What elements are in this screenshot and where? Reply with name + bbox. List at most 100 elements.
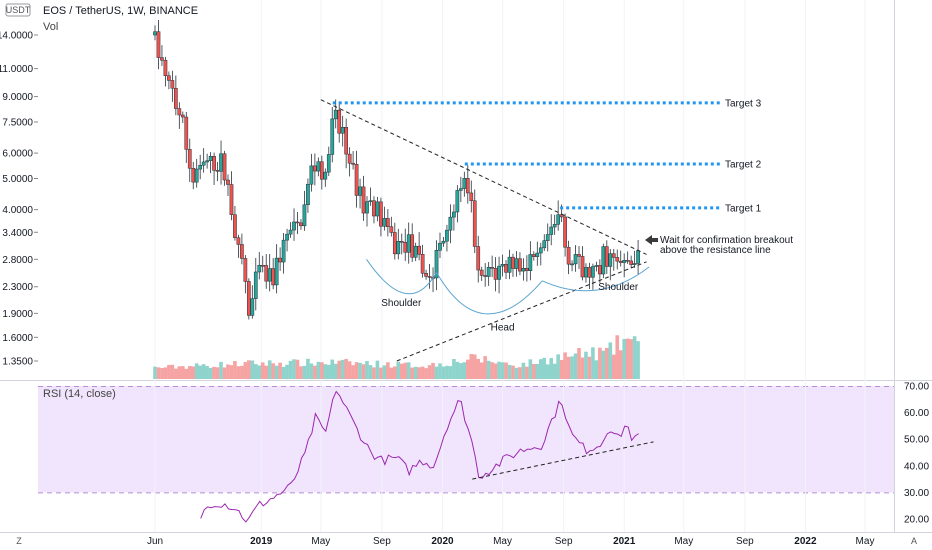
volume-bar: [302, 365, 307, 379]
volume-bar: [601, 350, 606, 379]
volume-bar: [354, 362, 359, 379]
volume-bar: [167, 364, 171, 379]
candle: [184, 111, 189, 163]
bottom-right-button[interactable]: A: [911, 536, 917, 546]
volume-bar: [559, 359, 564, 379]
volume-bar: [181, 366, 185, 379]
candle: [535, 241, 540, 266]
annotations: Target 3 Target 2 Target 1 Shoulder Head Shou…: [381, 98, 793, 333]
volume-bar: [243, 362, 248, 379]
candle: [392, 222, 397, 260]
candle: [156, 19, 161, 70]
rsi-trendline: [472, 441, 654, 480]
rsi-tick-label: 20.00: [904, 515, 929, 526]
candle: [577, 246, 581, 269]
price-tick-label: 4.0000: [2, 205, 33, 216]
volume-bar: [382, 365, 387, 379]
volume-bar: [309, 363, 314, 379]
volume-bar: [431, 362, 435, 379]
volume-bar: [340, 359, 345, 379]
candle: [615, 249, 620, 270]
candle: [267, 254, 272, 292]
candle: [347, 147, 352, 177]
candle: [521, 258, 526, 281]
rsi-tick-label: 30.00: [904, 488, 929, 499]
volume-bar: [358, 362, 362, 379]
candle: [406, 222, 411, 264]
pattern-curve: [366, 259, 437, 295]
volume-bar: [504, 362, 508, 379]
volume-bar: [514, 367, 519, 379]
rsi-tick-label: 50.00: [904, 435, 929, 446]
candle: [306, 178, 310, 213]
volume-bar: [253, 364, 258, 379]
candle: [194, 158, 199, 188]
candle: [518, 252, 522, 276]
volume-bar: [247, 360, 251, 379]
candle: [236, 234, 241, 258]
volume-bar: [160, 368, 164, 379]
candle: [483, 263, 488, 287]
volume-bar: [452, 358, 456, 379]
candle: [531, 251, 536, 261]
volume-bar: [598, 347, 602, 379]
bottom-left-button[interactable]: Z: [16, 536, 22, 546]
candle: [591, 263, 595, 290]
volume-bar: [313, 365, 317, 379]
candle: [417, 232, 421, 261]
volume-bar: [469, 353, 474, 379]
volume-bar: [476, 358, 481, 379]
volume-bar: [333, 363, 338, 379]
volume-bar: [632, 336, 637, 379]
candle: [552, 214, 557, 235]
candle: [493, 257, 498, 292]
candlesticks: [153, 19, 640, 320]
candle: [344, 118, 349, 169]
candle: [455, 185, 460, 223]
volume-bars: [153, 335, 640, 379]
time-tick-label: 2019: [250, 536, 273, 547]
candle: [365, 196, 369, 227]
volume-bar: [594, 360, 599, 379]
candle: [584, 263, 588, 283]
time-tick-label: May: [311, 536, 330, 547]
candle: [285, 228, 289, 252]
price-tick-label: 9.0000: [2, 92, 33, 103]
volume-bar: [472, 354, 477, 379]
candle: [264, 254, 269, 289]
volume-bar: [584, 351, 588, 379]
volume-bar: [361, 364, 366, 379]
candle: [486, 262, 491, 286]
candle: [215, 162, 220, 182]
candle: [309, 153, 314, 192]
price-tick-label: 1.6000: [2, 333, 33, 344]
candle: [226, 174, 230, 197]
candle: [472, 189, 477, 254]
candle: [243, 255, 248, 294]
candle: [323, 168, 328, 187]
volume-bar: [448, 366, 453, 379]
candle: [476, 235, 481, 283]
candle: [170, 70, 175, 102]
callout-text: Wait for confirmation breakout: [660, 235, 793, 246]
volume-bar: [257, 365, 262, 379]
candle: [563, 213, 567, 257]
currency-badge-box[interactable]: [5, 3, 31, 17]
rsi-series: [200, 390, 654, 523]
volume-bar: [518, 367, 522, 379]
volume-bar: [521, 362, 526, 379]
volume-bar: [229, 365, 234, 379]
volume-bar: [365, 361, 369, 379]
time-tick-label: May: [856, 536, 875, 547]
rsi-tick-label: 70.00: [904, 382, 929, 393]
candle: [379, 197, 383, 237]
volume-bar: [486, 360, 491, 379]
volume-bar: [233, 361, 237, 379]
time-tick-label: Sep: [555, 536, 573, 547]
volume-bar: [507, 364, 512, 379]
currency-badge[interactable]: USDT: [6, 5, 31, 15]
volume-bar: [577, 348, 581, 379]
callout-text: above the resistance line: [660, 245, 771, 256]
pattern-curve: [542, 266, 650, 292]
candle: [205, 153, 209, 169]
